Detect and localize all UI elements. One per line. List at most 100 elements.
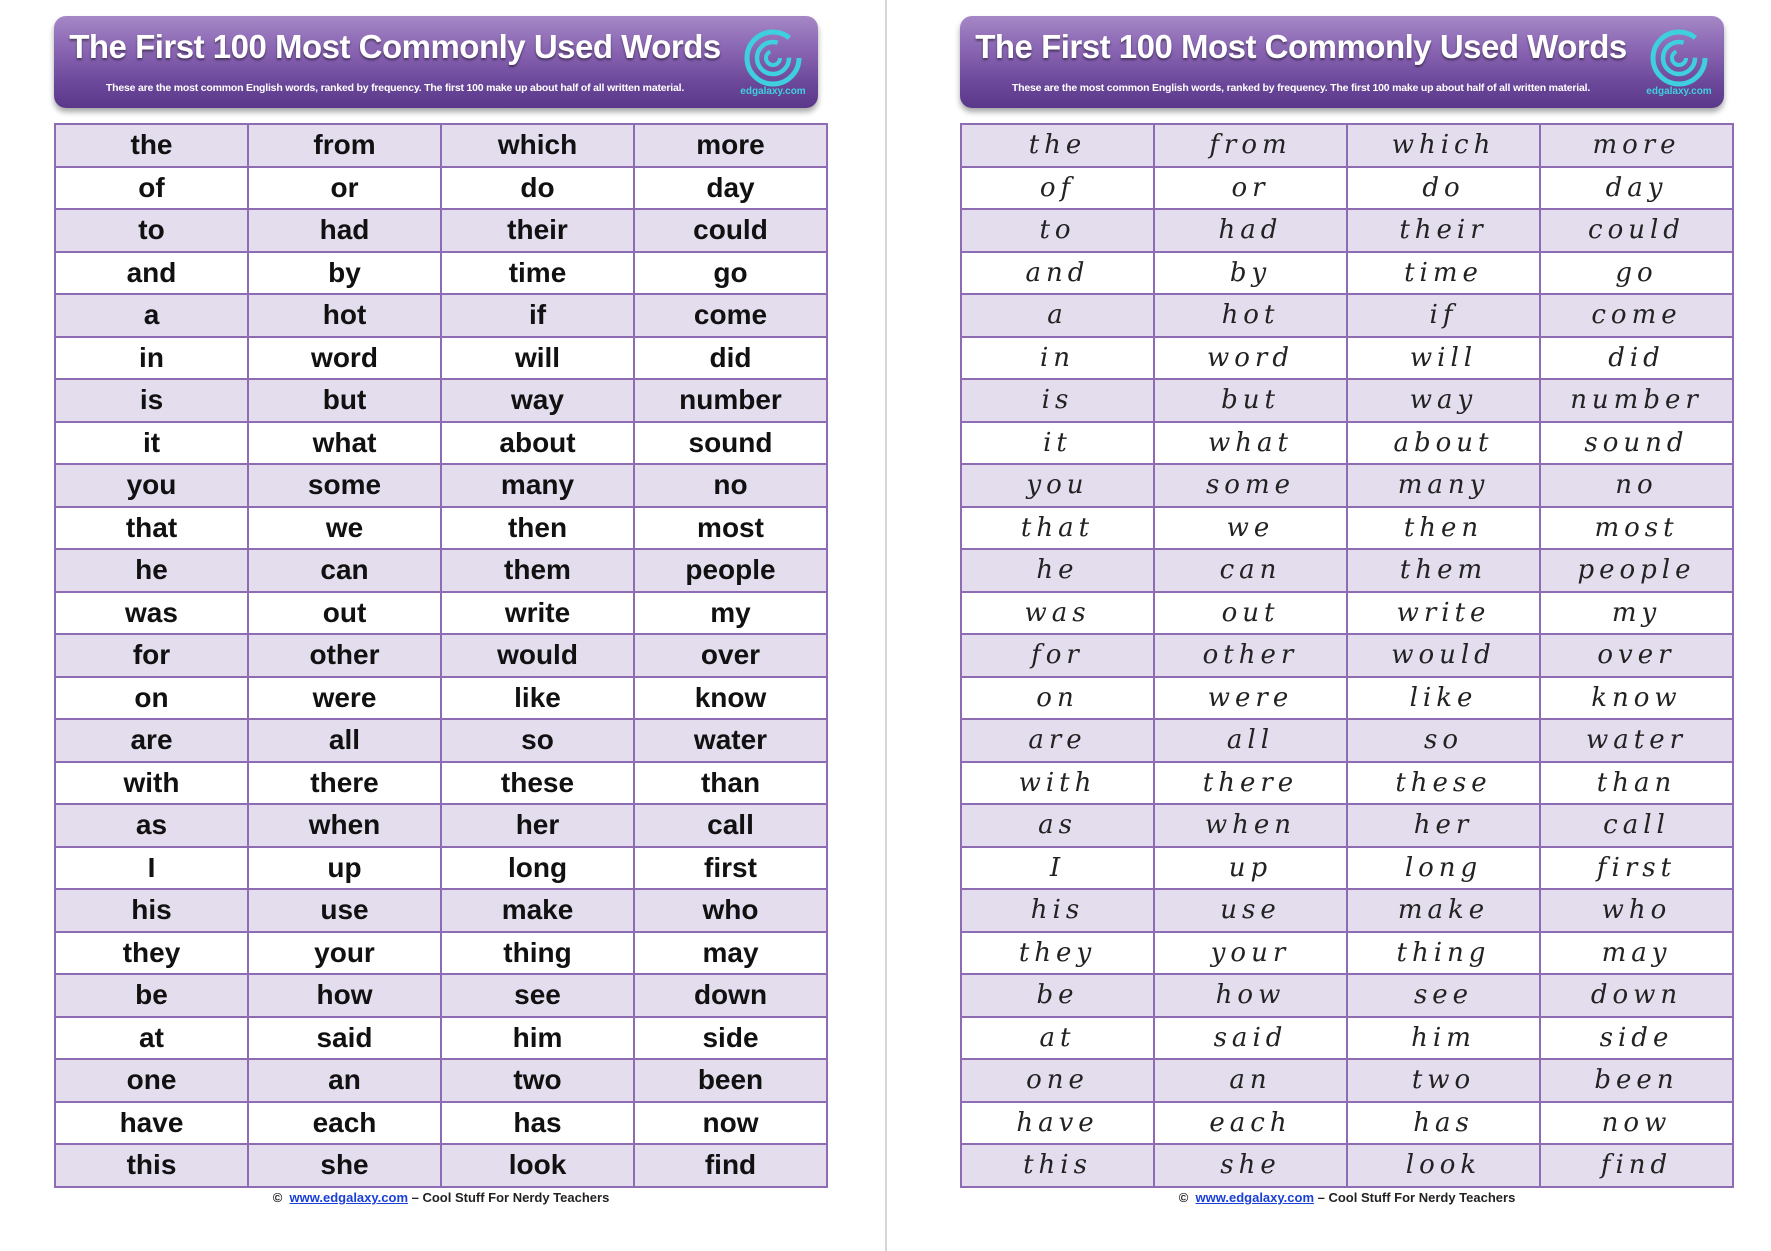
word-cell: now xyxy=(633,1100,828,1145)
word-cell: out xyxy=(247,590,442,635)
table-row: of or do day xyxy=(54,165,828,210)
word-cell: more xyxy=(1539,123,1734,168)
word-cell: thing xyxy=(1346,930,1541,975)
table-row: be how see down xyxy=(960,973,1734,1018)
word-cell: in xyxy=(54,335,249,380)
word-cell: which xyxy=(440,123,635,168)
word-cell: see xyxy=(1346,973,1541,1018)
word-cell: they xyxy=(960,930,1155,975)
word-cell: other xyxy=(247,633,442,678)
word-cell: that xyxy=(960,505,1155,550)
table-row: for other would over xyxy=(54,633,828,678)
word-cell: use xyxy=(247,888,442,933)
edgalaxy-logo[interactable]: edgalaxy.com xyxy=(734,24,812,102)
word-cell: how xyxy=(1153,973,1348,1018)
word-cell: were xyxy=(1153,675,1348,720)
word-cell: write xyxy=(1346,590,1541,635)
word-cell: if xyxy=(1346,293,1541,338)
word-cell: her xyxy=(1346,803,1541,848)
word-cell: each xyxy=(1153,1100,1348,1145)
table-row: on were like know xyxy=(54,675,828,720)
word-cell: look xyxy=(1346,1143,1541,1188)
word-cell: on xyxy=(960,675,1155,720)
word-cell: call xyxy=(1539,803,1734,848)
table-row: his use make who xyxy=(960,888,1734,933)
table-row: for other would over xyxy=(960,633,1734,678)
spiral-icon xyxy=(1650,29,1708,87)
word-cell: but xyxy=(247,378,442,423)
footer-tagline: – Cool Stuff For Nerdy Teachers xyxy=(408,1190,610,1205)
word-cell: like xyxy=(1346,675,1541,720)
word-cell: his xyxy=(54,888,249,933)
word-cell: than xyxy=(1539,760,1734,805)
word-cell: him xyxy=(440,1015,635,1060)
table-row: as when her call xyxy=(54,803,828,848)
table-row: the from which more xyxy=(54,123,828,168)
word-cell: use xyxy=(1153,888,1348,933)
word-cell: could xyxy=(1539,208,1734,253)
table-row: on were like know xyxy=(960,675,1734,720)
table-row: that we then most xyxy=(960,505,1734,550)
word-cell: this xyxy=(54,1143,249,1188)
footer-link[interactable]: www.edgalaxy.com xyxy=(289,1190,409,1205)
word-cell: him xyxy=(1346,1015,1541,1060)
word-cell: what xyxy=(247,420,442,465)
word-cell: was xyxy=(960,590,1155,635)
table-row: this she look find xyxy=(54,1143,828,1188)
page-title: The First 100 Most Commonly Used Words xyxy=(69,28,721,65)
word-cell: be xyxy=(54,973,249,1018)
word-cell: to xyxy=(960,208,1155,253)
word-cell: as xyxy=(54,803,249,848)
word-cell: be xyxy=(960,973,1155,1018)
word-cell: see xyxy=(440,973,635,1018)
word-cell: he xyxy=(54,548,249,593)
word-cell: but xyxy=(1153,378,1348,423)
word-cell: most xyxy=(633,505,828,550)
word-cell: their xyxy=(440,208,635,253)
word-cell: so xyxy=(440,718,635,763)
table-row: in word will did xyxy=(960,335,1734,380)
word-cell: how xyxy=(247,973,442,1018)
word-cell: number xyxy=(633,378,828,423)
copyright-symbol: © xyxy=(1178,1190,1189,1205)
word-cell: many xyxy=(1346,463,1541,508)
page-title: The First 100 Most Commonly Used Words xyxy=(975,28,1627,65)
word-cell: come xyxy=(633,293,828,338)
edgalaxy-logo[interactable]: edgalaxy.com xyxy=(1640,24,1718,102)
word-cell: can xyxy=(1153,548,1348,593)
table-row: have each has now xyxy=(54,1100,828,1145)
table-row: as when her call xyxy=(960,803,1734,848)
table-row: that we then most xyxy=(54,505,828,550)
table-row: it what about sound xyxy=(960,420,1734,465)
footer-tagline: – Cool Stuff For Nerdy Teachers xyxy=(1314,1190,1516,1205)
footer-link[interactable]: www.edgalaxy.com xyxy=(1195,1190,1315,1205)
word-cell: word xyxy=(247,335,442,380)
word-cell: write xyxy=(440,590,635,635)
word-cell: by xyxy=(1153,250,1348,295)
word-cell: look xyxy=(440,1143,635,1188)
table-row: and by time go xyxy=(54,250,828,295)
word-cell: first xyxy=(633,845,828,890)
word-cell: on xyxy=(54,675,249,720)
word-cell: the xyxy=(960,123,1155,168)
word-cell: said xyxy=(247,1015,442,1060)
word-cell: it xyxy=(54,420,249,465)
table-row: are all so water xyxy=(54,718,828,763)
word-cell: number xyxy=(1539,378,1734,423)
table-row: and by time go xyxy=(960,250,1734,295)
word-cell: or xyxy=(247,165,442,210)
word-cell: at xyxy=(960,1015,1155,1060)
word-cell: she xyxy=(1153,1143,1348,1188)
word-cell: an xyxy=(247,1058,442,1103)
word-cell: in xyxy=(960,335,1155,380)
word-cell: water xyxy=(633,718,828,763)
word-cell: up xyxy=(1153,845,1348,890)
word-cell: are xyxy=(54,718,249,763)
word-cell: long xyxy=(1346,845,1541,890)
word-table: the from which more of or do day to had their could… xyxy=(54,123,828,1188)
word-cell: hot xyxy=(1153,293,1348,338)
word-cell: by xyxy=(247,250,442,295)
word-cell: been xyxy=(1539,1058,1734,1103)
